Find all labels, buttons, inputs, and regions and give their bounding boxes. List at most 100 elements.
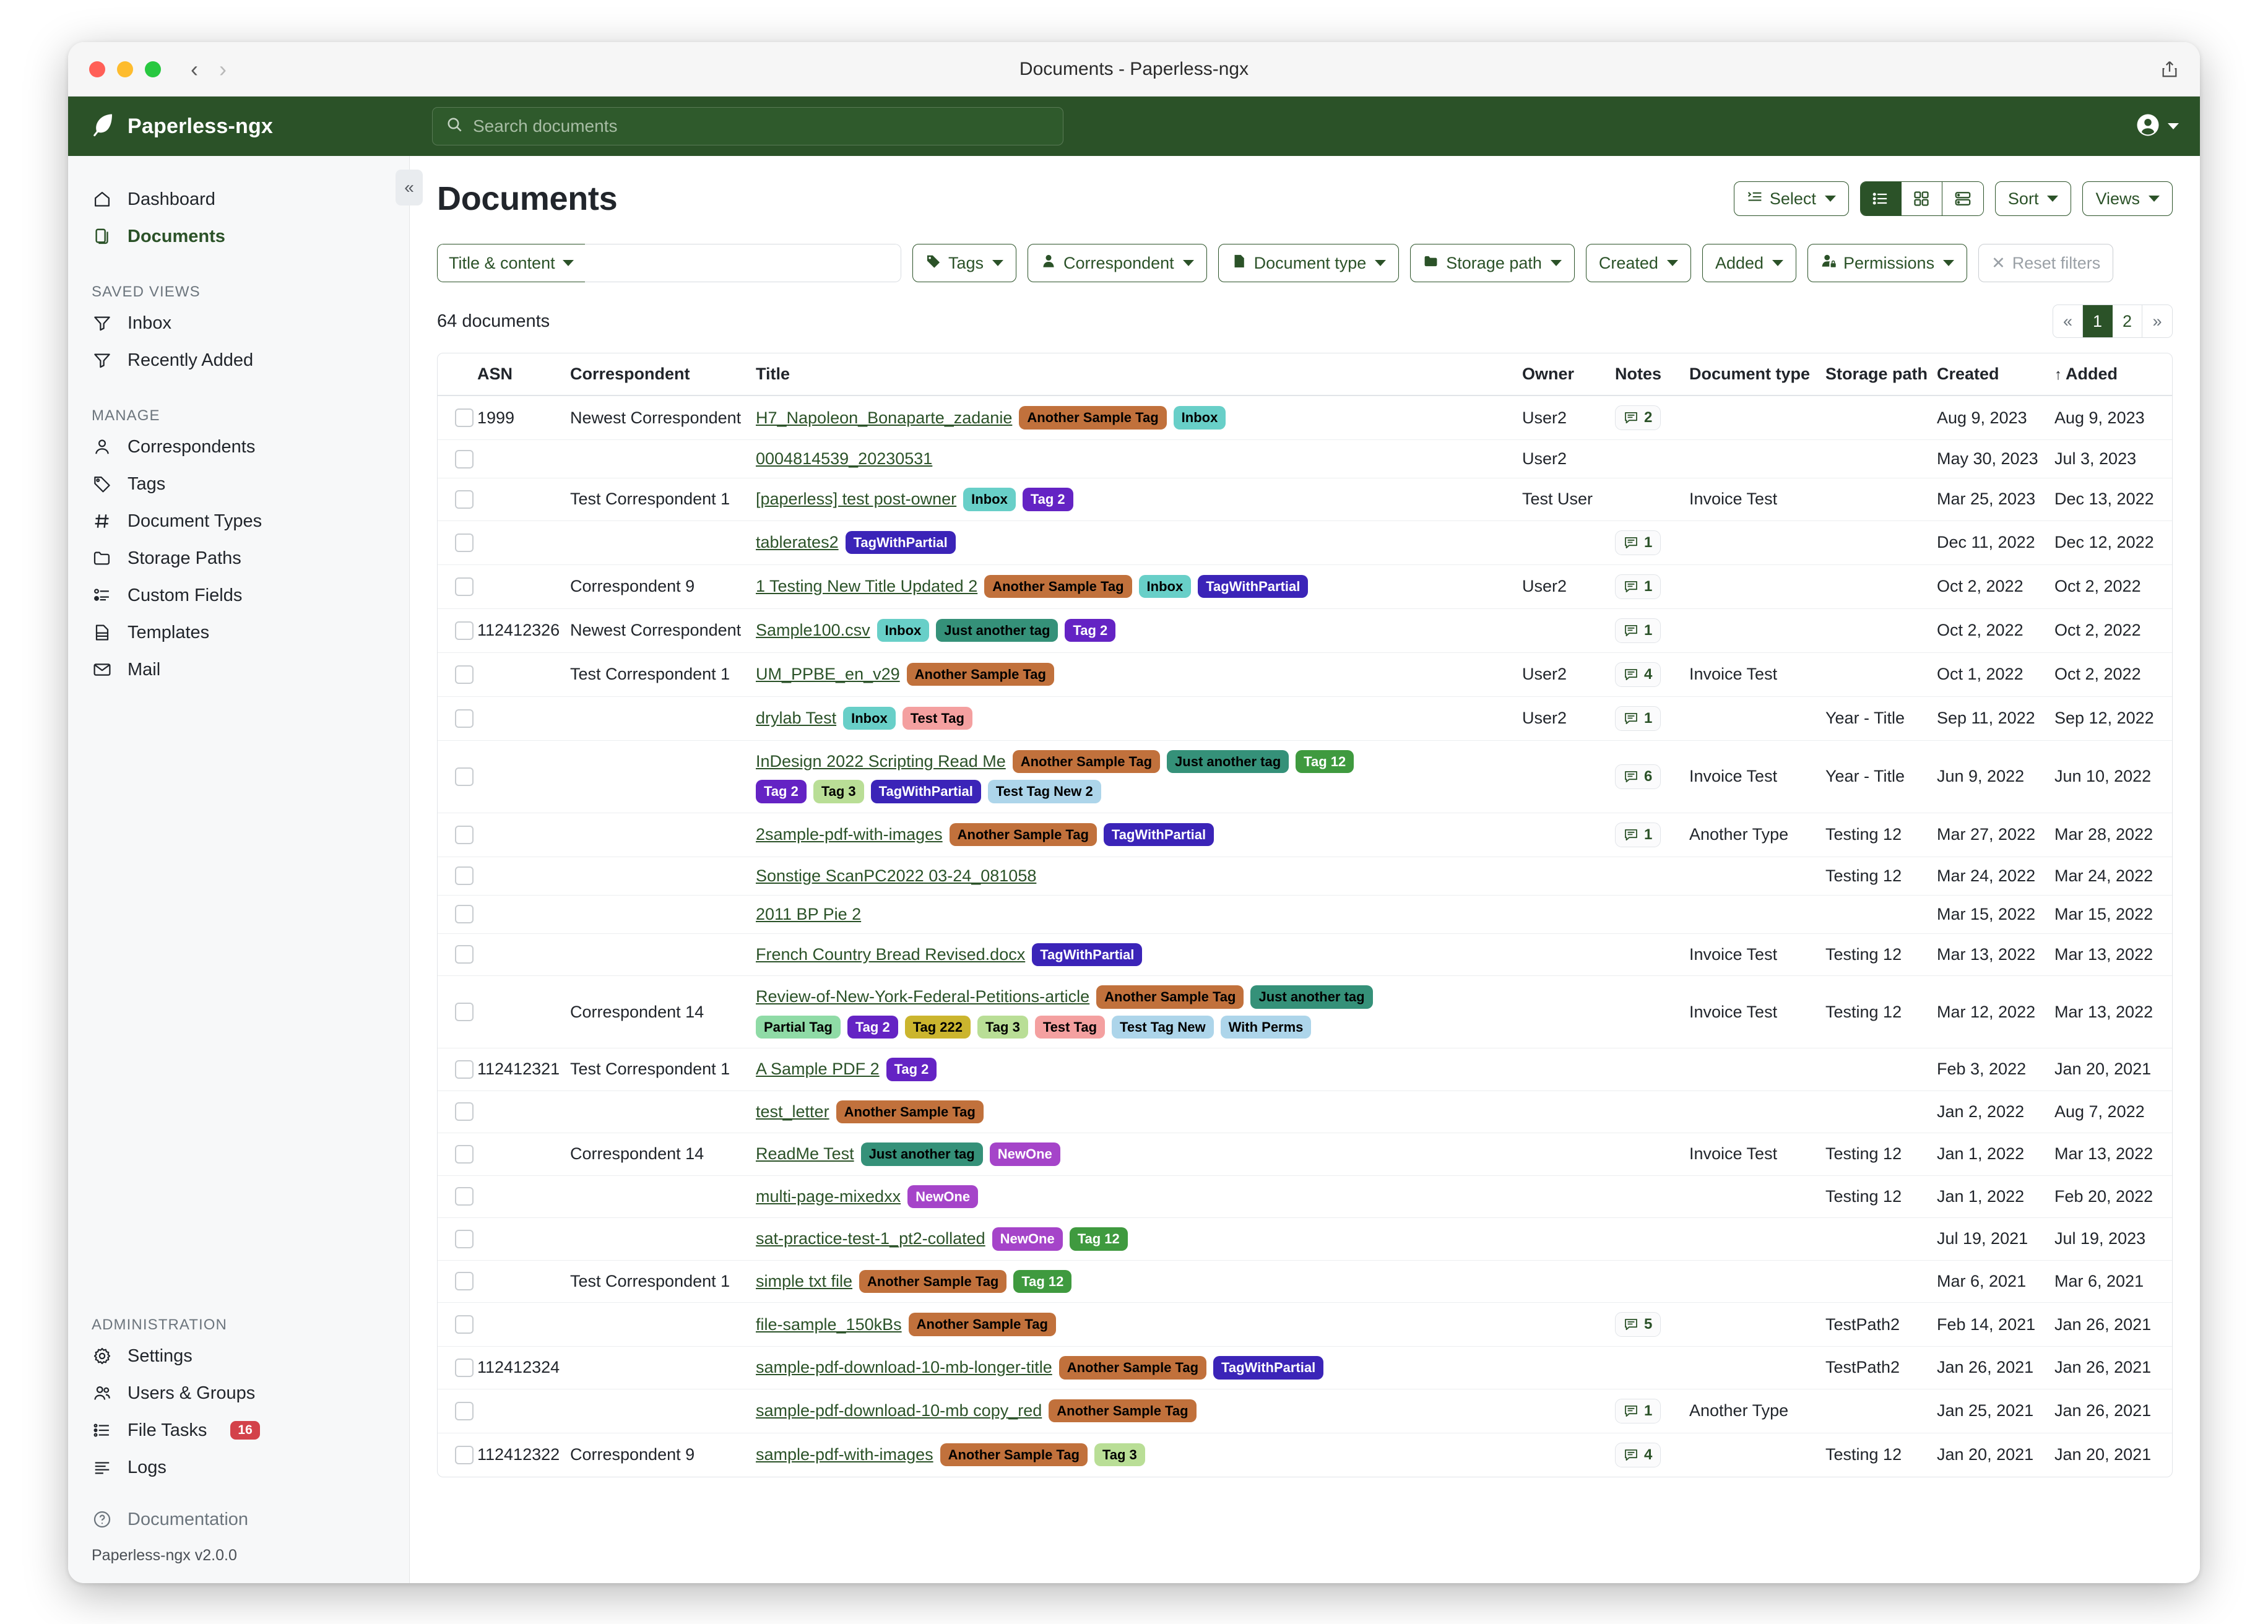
cell-document-type[interactable]	[1689, 564, 1825, 609]
cell-correspondent[interactable]: Test Correspondent 1	[570, 478, 756, 521]
cell-document-type[interactable]: Another Type	[1689, 813, 1825, 857]
column-header-asn[interactable]: ASN	[477, 353, 570, 396]
table-row[interactable]: 1999 Newest Correspondent H7_Napoleon_Bona…	[438, 395, 2172, 440]
cell-document-type[interactable]	[1689, 1433, 1825, 1477]
notes-badge[interactable]: 6	[1615, 764, 1661, 789]
document-type-filter-button[interactable]: Document type	[1218, 244, 1400, 282]
correspondent-filter-button[interactable]: Correspondent	[1028, 244, 1207, 282]
cell-correspondent[interactable]	[570, 1389, 756, 1433]
document-tag[interactable]: Tag 3	[977, 1015, 1028, 1039]
row-checkbox[interactable]	[455, 1445, 474, 1464]
cell-correspondent[interactable]	[570, 1217, 756, 1261]
select-button[interactable]: Select	[1733, 181, 1849, 216]
cell-correspondent[interactable]	[570, 857, 756, 896]
view-mode-switcher[interactable]	[1859, 181, 1984, 216]
maximize-window-button[interactable]	[145, 61, 161, 77]
cell-document-type[interactable]	[1689, 1048, 1825, 1091]
document-tag[interactable]: TagWithPartial	[1032, 943, 1143, 966]
table-row[interactable]: Test Correspondent 1 UM_PPBE_en_v29 Anothe…	[438, 652, 2172, 697]
table-row[interactable]: Correspondent 14 ReadMe Test Just another …	[438, 1133, 2172, 1176]
account-menu[interactable]	[2136, 113, 2179, 140]
document-tag[interactable]: Another Sample Tag	[949, 823, 1097, 847]
sidebar-item-inbox[interactable]: Inbox	[68, 304, 409, 342]
document-title-link[interactable]: InDesign 2022 Scripting Read Me	[756, 751, 1006, 771]
cell-storage-path[interactable]	[1825, 395, 1937, 440]
document-tag[interactable]: Test Tag	[902, 706, 972, 730]
document-tag[interactable]: Another Sample Tag	[836, 1100, 984, 1123]
row-checkbox[interactable]	[455, 665, 474, 684]
document-tag[interactable]: Tag 3	[813, 780, 864, 803]
document-title-link[interactable]: 0004814539_20230531	[756, 449, 933, 468]
row-select-cell[interactable]	[438, 1133, 477, 1176]
title-content-dropdown[interactable]: Title & content	[437, 244, 585, 282]
document-tag[interactable]: TagWithPartial	[1103, 823, 1214, 847]
sidebar-item-logs[interactable]: Logs	[68, 1449, 409, 1486]
cell-correspondent[interactable]: Newest Correspondent	[570, 608, 756, 653]
cell-document-type[interactable]	[1689, 1302, 1825, 1347]
row-select-cell[interactable]	[438, 395, 477, 440]
cell-correspondent[interactable]: Correspondent 14	[570, 1133, 756, 1176]
document-tag[interactable]: Another Sample Tag	[906, 662, 1054, 686]
row-checkbox[interactable]	[455, 905, 474, 923]
cell-correspondent[interactable]	[570, 696, 756, 741]
document-title-link[interactable]: H7_Napoleon_Bonaparte_zadanie	[756, 408, 1013, 427]
document-tag[interactable]: Tag 222	[904, 1015, 971, 1039]
back-icon[interactable]: ‹	[191, 56, 198, 82]
document-tag[interactable]: Tag 2	[1022, 488, 1073, 511]
document-tag[interactable]: Test Tag New	[1112, 1015, 1214, 1039]
added-filter-button[interactable]: Added	[1702, 244, 1797, 282]
pagination-first-button[interactable]: «	[2053, 305, 2083, 337]
document-title-link[interactable]: French Country Bread Revised.docx	[756, 944, 1026, 964]
cell-document-type[interactable]	[1689, 439, 1825, 478]
cell-storage-path[interactable]	[1825, 1048, 1937, 1091]
table-row[interactable]: sample-pdf-download-10-mb copy_red Anothe…	[438, 1389, 2172, 1433]
cell-document-type[interactable]	[1689, 395, 1825, 440]
table-row[interactable]: InDesign 2022 Scripting Read Me Another S…	[438, 740, 2172, 813]
document-tag[interactable]: Just another tag	[860, 1142, 983, 1166]
row-select-cell[interactable]	[438, 857, 477, 896]
document-tag[interactable]: With Perms	[1220, 1015, 1312, 1039]
cell-storage-path[interactable]	[1825, 520, 1937, 565]
pagination-last-button[interactable]: »	[2142, 305, 2172, 337]
created-filter-button[interactable]: Created	[1585, 244, 1691, 282]
document-title-link[interactable]: 2sample-pdf-with-images	[756, 825, 943, 844]
cell-correspondent[interactable]: Test Correspondent 1	[570, 1260, 756, 1303]
row-select-cell[interactable]	[438, 439, 477, 478]
cell-correspondent[interactable]: Correspondent 9	[570, 1445, 695, 1464]
row-select-cell[interactable]	[438, 1175, 477, 1218]
permissions-filter-button[interactable]: Permissions	[1807, 244, 1968, 282]
sidebar-item-tags[interactable]: Tags	[68, 465, 409, 503]
document-tag[interactable]: Another Sample Tag	[1096, 985, 1244, 1009]
cell-document-type[interactable]	[1689, 895, 1825, 934]
tags-filter-button[interactable]: Tags	[912, 244, 1017, 282]
cell-document-type[interactable]: Invoice Test	[1689, 478, 1825, 521]
notes-badge[interactable]: 1	[1615, 1398, 1661, 1423]
sidebar-item-documents[interactable]: Documents	[68, 218, 409, 255]
minimize-window-button[interactable]	[117, 61, 133, 77]
document-title-link[interactable]: ReadMe Test	[756, 1144, 854, 1164]
document-title-link[interactable]: file-sample_150kBs	[756, 1315, 902, 1334]
title-content-input[interactable]	[584, 244, 901, 282]
document-title-link[interactable]: Review-of-New-York-Federal-Petitions-art…	[756, 987, 1090, 1006]
row-checkbox[interactable]	[455, 767, 474, 786]
document-tag[interactable]: Another Sample Tag	[859, 1269, 1007, 1293]
cell-correspondent[interactable]	[570, 1175, 756, 1218]
cell-storage-path[interactable]	[1825, 478, 1937, 521]
row-select-cell[interactable]	[438, 478, 477, 521]
document-tag[interactable]: TagWithPartial	[1198, 574, 1309, 598]
cell-storage-path[interactable]	[1825, 608, 1937, 653]
cell-document-type[interactable]	[1689, 1175, 1825, 1218]
document-title-link[interactable]: 2011 BP Pie 2	[756, 904, 862, 923]
pagination-page-1[interactable]: 1	[2083, 305, 2113, 337]
cell-correspondent[interactable]: Newest Correspondent	[570, 395, 756, 440]
document-tag[interactable]: Test Tag New 2	[987, 780, 1101, 803]
share-icon[interactable]	[2160, 60, 2179, 79]
sidebar-item-file-tasks[interactable]: File Tasks 16	[68, 1412, 409, 1449]
table-row[interactable]: Test Correspondent 1 [paperless] test pos…	[438, 478, 2172, 521]
cell-storage-path[interactable]: Year - Title	[1825, 740, 1937, 813]
cell-storage-path[interactable]	[1825, 1217, 1937, 1261]
document-tag[interactable]: Tag 2	[756, 780, 807, 803]
list-view-icon[interactable]	[1860, 182, 1902, 215]
table-row[interactable]: 0004814539_20230531 User2 May 30, 2023 Jul …	[438, 439, 2172, 478]
